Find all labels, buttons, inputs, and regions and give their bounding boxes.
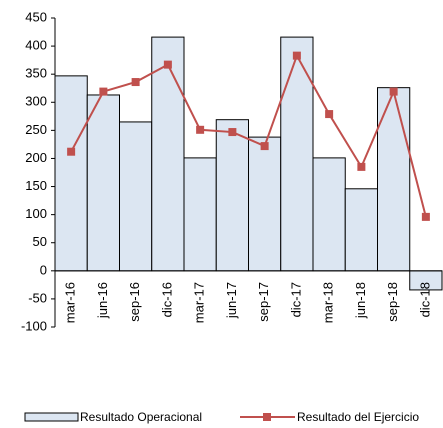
x-tick-label: mar-16	[63, 282, 78, 323]
y-tick-label: -50	[28, 290, 47, 305]
x-tick-label: mar-17	[192, 282, 207, 323]
x-tick-label: dic-18	[417, 282, 432, 317]
x-tick-label: sep-18	[385, 282, 400, 322]
x-tick-label: sep-17	[256, 282, 271, 322]
marker	[163, 60, 172, 69]
bar	[151, 36, 185, 272]
marker	[196, 125, 205, 134]
y-tick-label: 450	[25, 9, 47, 24]
y-tick-label: 300	[25, 94, 47, 109]
bar	[377, 87, 411, 272]
marker	[325, 110, 334, 119]
legend-label: Resultado Operacional	[80, 410, 202, 424]
marker	[389, 87, 398, 96]
y-tick-label: 50	[33, 234, 47, 249]
bar	[248, 136, 282, 272]
marker	[292, 51, 301, 60]
x-tick-label: jun-16	[95, 282, 110, 319]
bar	[86, 94, 120, 272]
marker	[421, 212, 430, 221]
y-tick-label: 0	[40, 262, 47, 277]
marker	[357, 162, 366, 171]
y-tick-label: 350	[25, 66, 47, 81]
legend-label: Resultado del Ejercicio	[297, 410, 419, 424]
legend-marker	[263, 413, 271, 421]
y-tick-label: 200	[25, 150, 47, 165]
marker	[228, 128, 237, 137]
bar	[312, 157, 346, 272]
bar	[119, 121, 153, 272]
y-tick-label: 250	[25, 122, 47, 137]
marker	[99, 87, 108, 96]
x-tick-label: dic-17	[288, 282, 303, 317]
y-tick-label: 150	[25, 178, 47, 193]
bar	[54, 75, 88, 272]
legend-swatch	[24, 412, 79, 422]
marker	[131, 78, 140, 87]
x-tick-label: mar-18	[321, 282, 336, 323]
x-tick-label: jun-18	[353, 282, 368, 319]
marker	[67, 147, 76, 156]
line	[70, 53, 427, 218]
y-tick-label: 100	[25, 206, 47, 221]
x-tick-label: jun-17	[224, 282, 239, 319]
bar	[215, 119, 249, 272]
y-tick-label: 400	[25, 38, 47, 53]
bar	[344, 188, 378, 272]
bar	[183, 157, 217, 272]
x-tick-label: sep-16	[127, 282, 142, 322]
y-tick-label: -100	[21, 318, 47, 333]
bar	[280, 36, 314, 272]
marker	[260, 142, 269, 151]
x-tick-label: dic-16	[159, 282, 174, 317]
